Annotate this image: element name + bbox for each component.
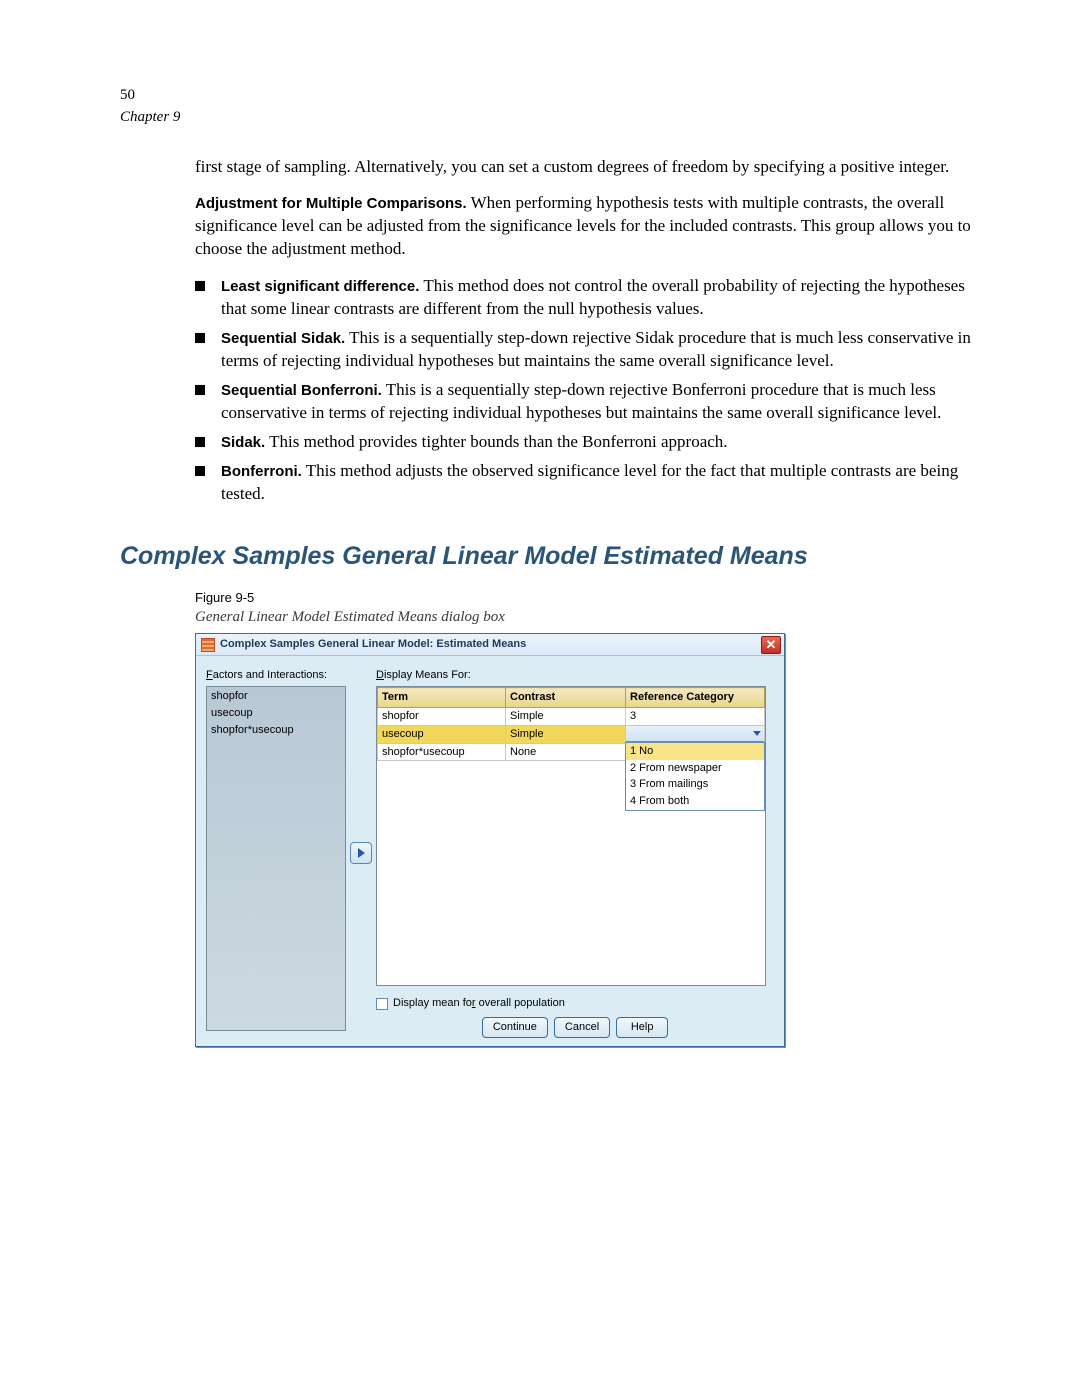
dropdown-option[interactable]: 2 From newspaper [626,760,764,777]
table-row[interactable]: shopfor Simple 3 [378,707,765,725]
figure-caption: General Linear Model Estimated Means dia… [195,607,980,627]
chevron-down-icon [753,731,761,736]
estimated-means-dialog: Complex Samples General Linear Model: Es… [195,633,785,1047]
list-item: Sequential Sidak. This is a sequentially… [195,327,980,373]
list-item: Least significant difference. This metho… [195,275,980,321]
list-item[interactable]: shopfor*usecoup [207,722,345,739]
ref-dropdown-list[interactable]: 1 No 2 From newspaper 3 From mailings 4 … [625,742,765,811]
cancel-button[interactable]: Cancel [554,1017,610,1038]
chapter-label: Chapter 9 [120,107,980,127]
cell-ref-dropdown[interactable]: 1 No 2 From newspaper 3 From mailings 4 … [626,725,765,743]
list-item[interactable]: shopfor [207,688,345,705]
bullet-icon [195,437,205,447]
adjustment-lead: Adjustment for Multiple Comparisons. [195,195,467,212]
bullet-icon [195,385,205,395]
app-icon [201,638,215,652]
list-item: Bonferroni. This method adjusts the obse… [195,460,980,506]
col-contrast[interactable]: Contrast [506,688,626,708]
factors-label: Factors and Interactions: [206,668,346,683]
overall-population-label: Display mean for overall population [393,996,565,1011]
page-number: 50 [120,85,980,105]
dropdown-option[interactable]: 3 From mailings [626,776,764,793]
section-heading: Complex Samples General Linear Model Est… [120,540,980,574]
bullet-icon [195,281,205,291]
col-term[interactable]: Term [378,688,506,708]
list-item[interactable]: usecoup [207,705,345,722]
cell-contrast[interactable]: Simple [506,707,626,725]
dialog-body: Factors and Interactions: shopfor usecou… [196,656,784,1046]
dialog-titlebar[interactable]: Complex Samples General Linear Model: Es… [196,634,784,656]
factors-listbox[interactable]: shopfor usecoup shopfor*usecoup [206,686,346,1031]
cell-term[interactable]: usecoup [378,725,506,743]
dropdown-option[interactable]: 4 From both [626,793,764,810]
bullet-lead: Sequential Bonferroni. [221,382,382,399]
bullet-lead: Bonferroni. [221,463,302,480]
means-grid[interactable]: Term Contrast Reference Category shopfor… [376,686,766,986]
list-item: Sidak. This method provides tighter boun… [195,431,980,454]
ref-dropdown-trigger[interactable] [626,726,764,742]
close-button[interactable]: ✕ [761,636,781,654]
table-header-row: Term Contrast Reference Category [378,688,765,708]
table-row[interactable]: usecoup Simple 1 No 2 From newspaper 3 F… [378,725,765,743]
display-means-label: Display Means For: [376,668,774,683]
bullet-icon [195,466,205,476]
overall-population-row[interactable]: Display mean for overall population [376,996,774,1011]
dialog-button-row: Continue Cancel Help [376,1017,774,1038]
method-list: Least significant difference. This metho… [195,275,980,505]
help-button[interactable]: Help [616,1017,668,1038]
adjustment-paragraph: Adjustment for Multiple Comparisons. Whe… [195,192,980,261]
cell-contrast[interactable]: None [506,743,626,761]
dialog-title: Complex Samples General Linear Model: Es… [220,637,761,652]
continue-button[interactable]: Continue [482,1017,548,1038]
cell-contrast[interactable]: Simple [506,725,626,743]
cell-term[interactable]: shopfor [378,707,506,725]
figure-label: Figure 9-5 [195,589,980,607]
dropdown-option[interactable]: 1 No [626,743,764,760]
bullet-icon [195,333,205,343]
arrow-right-icon [358,848,365,858]
bullet-body: This method adjusts the observed signifi… [221,461,958,503]
col-reference[interactable]: Reference Category [626,688,765,708]
transfer-button[interactable] [350,842,372,864]
cell-term[interactable]: shopfor*usecoup [378,743,506,761]
bullet-lead: Sidak. [221,434,265,451]
overall-population-checkbox[interactable] [376,998,388,1010]
intro-paragraph: first stage of sampling. Alternatively, … [195,156,980,179]
list-item: Sequential Bonferroni. This is a sequent… [195,379,980,425]
bullet-body: This method provides tighter bounds than… [265,432,727,451]
bullet-lead: Least significant difference. [221,278,419,295]
bullet-lead: Sequential Sidak. [221,330,345,347]
cell-ref[interactable]: 3 [626,707,765,725]
